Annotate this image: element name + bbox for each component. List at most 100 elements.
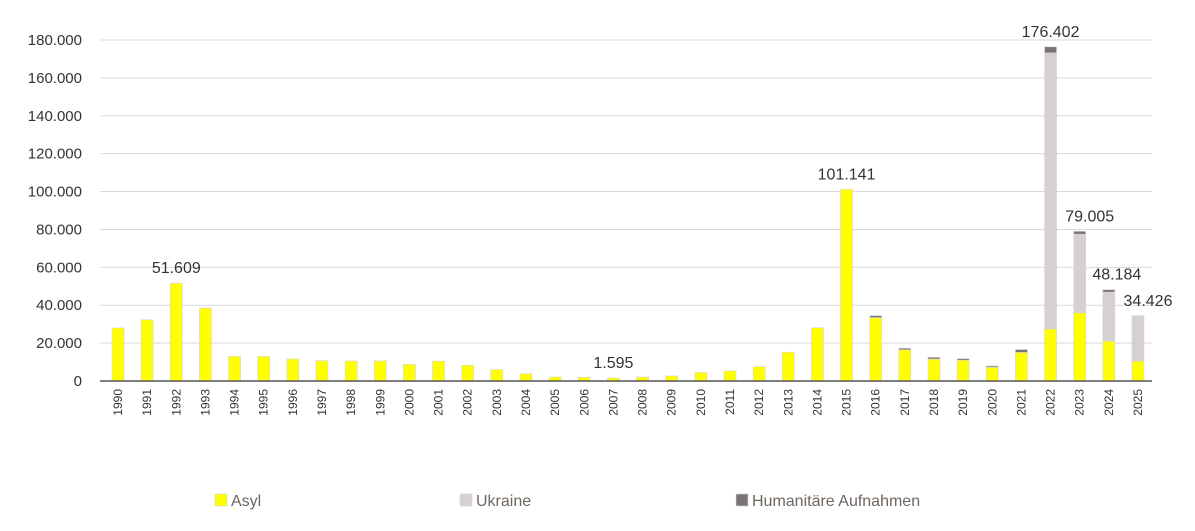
bar-asyl-2003 [490, 369, 504, 382]
x-tick-label: 1998 [344, 389, 358, 416]
x-tick-label: 1995 [257, 389, 271, 416]
data-label: 101.141 [818, 166, 876, 183]
bar-asyl-2010 [694, 372, 708, 382]
x-tick-label: 2015 [840, 389, 854, 416]
y-tick-label: 160.000 [28, 70, 82, 87]
bar-asyl-2000 [403, 364, 416, 382]
x-tick-label: 1993 [198, 389, 212, 416]
x-tick-label: 2025 [1131, 389, 1145, 416]
bar-asyl-2015 [840, 189, 853, 382]
bar-asyl-2018 [927, 358, 941, 382]
bars [111, 46, 1145, 382]
x-tick-label: 1997 [315, 389, 329, 416]
bar-humanit-re-aufnahmen-2020 [985, 365, 999, 368]
legend-swatch [735, 493, 749, 507]
legend-label: Humanitäre Aufnahmen [752, 493, 920, 510]
bar-ukraine-2024 [1102, 291, 1116, 342]
bar-asyl-2020 [985, 367, 999, 382]
bar-asyl-2021 [1015, 352, 1028, 382]
legend-label: Ukraine [476, 493, 531, 510]
y-tick-label: 180.000 [28, 32, 82, 49]
x-tick-label: 2022 [1044, 389, 1058, 416]
x-tick-label: 2006 [577, 389, 591, 416]
data-label: 79.005 [1065, 208, 1114, 225]
bar-ukraine-2022 [1044, 52, 1057, 330]
bar-asyl-2013 [781, 351, 795, 382]
data-label: 176.402 [1022, 24, 1080, 41]
bar-asyl-2004 [519, 373, 533, 382]
y-tick-label: 40.000 [36, 297, 82, 314]
x-tick-label: 1992 [169, 389, 183, 416]
bar-asyl-2019 [956, 359, 970, 382]
legend-swatch [214, 493, 228, 507]
bar-asyl-2017 [898, 349, 912, 382]
gridlines [100, 39, 1152, 344]
bar-humanit-re-aufnahmen-2023 [1073, 231, 1087, 235]
x-tick-label: 2013 [781, 389, 795, 416]
y-tick-label: 120.000 [28, 146, 82, 163]
x-tick-label: 2005 [548, 389, 562, 416]
bar-asyl-2025 [1131, 360, 1145, 382]
x-tick-label: 2000 [402, 389, 416, 416]
y-tick-label: 100.000 [28, 184, 82, 201]
bar-asyl-1999 [373, 360, 387, 382]
bar-asyl-2011 [723, 370, 737, 382]
bar-asyl-1995 [257, 356, 271, 382]
x-tick-label: 2024 [1102, 389, 1116, 416]
x-tick-label: 2023 [1073, 389, 1087, 416]
bar-humanit-re-aufnahmen-2024 [1102, 289, 1116, 293]
bar-humanit-re-aufnahmen-2021 [1015, 349, 1028, 353]
bar-humanit-re-aufnahmen-2018 [927, 357, 941, 360]
x-axis-ticks: 1990 1991 1992 1993 1994 1995 1996 1997 1998 1999… [111, 389, 1145, 416]
bar-asyl-1991 [140, 319, 154, 382]
x-tick-label: 2018 [927, 389, 941, 416]
data-label: 34.426 [1124, 293, 1173, 310]
x-tick-label: 2016 [869, 389, 883, 416]
y-tick-label: 60.000 [36, 259, 82, 276]
legend-label: Asyl [231, 493, 261, 510]
x-tick-label: 2019 [956, 389, 970, 416]
y-tick-label: 140.000 [28, 108, 82, 125]
x-tick-label: 2017 [898, 389, 912, 416]
x-tick-label: 2011 [723, 389, 737, 415]
x-tick-label: 2009 [665, 389, 679, 416]
x-tick-label: 2010 [694, 389, 708, 416]
bar-asyl-2016 [869, 317, 883, 382]
x-tick-label: 2007 [606, 389, 620, 416]
bar-asyl-2012 [752, 366, 766, 382]
x-tick-label: 1996 [286, 389, 300, 416]
x-tick-label: 2004 [519, 389, 533, 416]
data-label: 51.609 [152, 260, 201, 277]
bar-asyl-2024 [1102, 340, 1116, 382]
x-tick-label: 2012 [752, 389, 766, 416]
bar-asyl-1997 [315, 360, 329, 382]
x-tick-label: 2008 [636, 389, 650, 416]
bar-humanit-re-aufnahmen-2022 [1044, 46, 1057, 54]
bar-ukraine-2023 [1073, 233, 1087, 314]
bar-asyl-2014 [811, 327, 824, 382]
x-tick-label: 1994 [228, 389, 242, 416]
data-labels: 51.609 1.595 101.141 176.402 79.005 48.184 34.… [152, 24, 1173, 372]
bar-humanit-re-aufnahmen-2016 [869, 315, 883, 318]
bar-asyl-1992 [169, 282, 183, 382]
bar-humanit-re-aufnahmen-2017 [898, 347, 912, 351]
x-tick-label: 1990 [111, 389, 125, 416]
data-label: 1.595 [593, 355, 633, 372]
bar-asyl-2001 [432, 360, 445, 382]
x-tick-label: 1999 [373, 389, 387, 416]
bar-asyl-1993 [199, 307, 212, 382]
x-tick-label: 2003 [490, 389, 504, 416]
bar-humanit-re-aufnahmen-2019 [956, 358, 970, 361]
y-tick-label: 80.000 [36, 221, 82, 238]
bar-asyl-2009 [665, 375, 679, 382]
y-axis-ticks: 0 20.000 40.000 60.000 80.000 100.000 120.000 1… [28, 32, 82, 390]
bar-ukraine-2025 [1131, 315, 1145, 362]
bar-asyl-1996 [286, 358, 300, 382]
legend-swatch [459, 493, 473, 507]
x-tick-label: 2002 [461, 389, 475, 416]
legend: Asyl Ukraine Humanitäre Aufnahmen [214, 493, 920, 510]
bar-asyl-1994 [228, 356, 241, 382]
y-tick-label: 20.000 [36, 335, 82, 352]
bar-asyl-2023 [1073, 312, 1087, 382]
